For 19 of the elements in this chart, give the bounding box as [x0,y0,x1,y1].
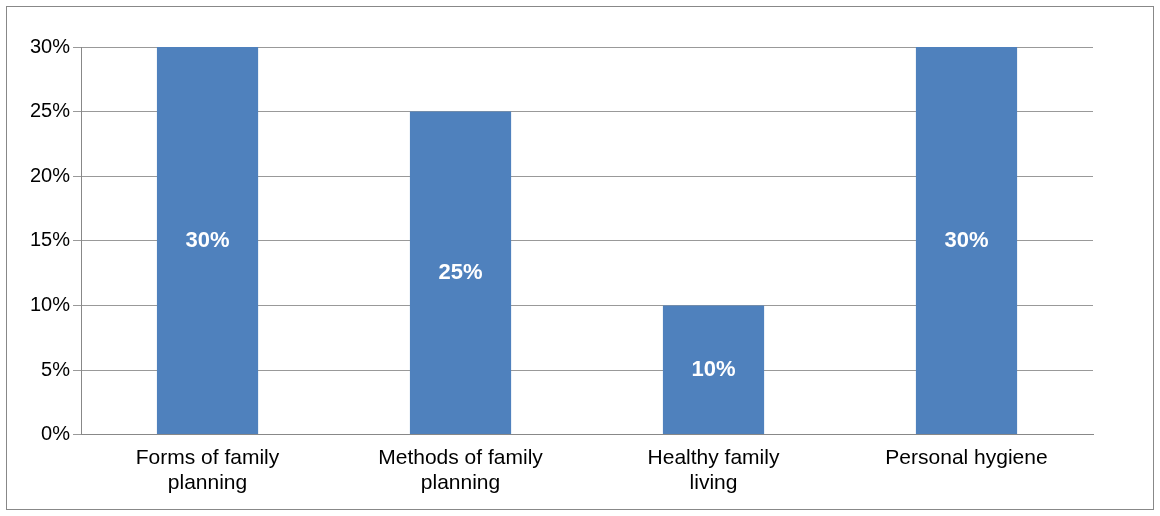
x-tick-label: Personal hygiene [885,445,1048,468]
y-tick-label: 10% [30,292,71,315]
y-tick-label: 15% [30,228,71,251]
y-tick-label: 5% [41,357,71,380]
bar [156,47,259,435]
y-tick-label: 25% [30,99,71,122]
y-tick-label: 0% [41,422,71,445]
data-label: 30% [944,226,989,252]
data-label: 30% [185,226,230,252]
x-tick-label: Forms of family planning [135,445,280,494]
bar [409,111,512,435]
bar [662,305,765,435]
x-tick-label: Healthy family living [647,445,780,494]
x-tick-label: Methods of family planning [378,445,544,494]
bar [915,47,1018,435]
data-label: 10% [691,355,736,381]
y-tick-label: 30% [30,34,71,57]
data-label: 25% [438,258,483,284]
y-tick-label: 20% [30,163,71,186]
